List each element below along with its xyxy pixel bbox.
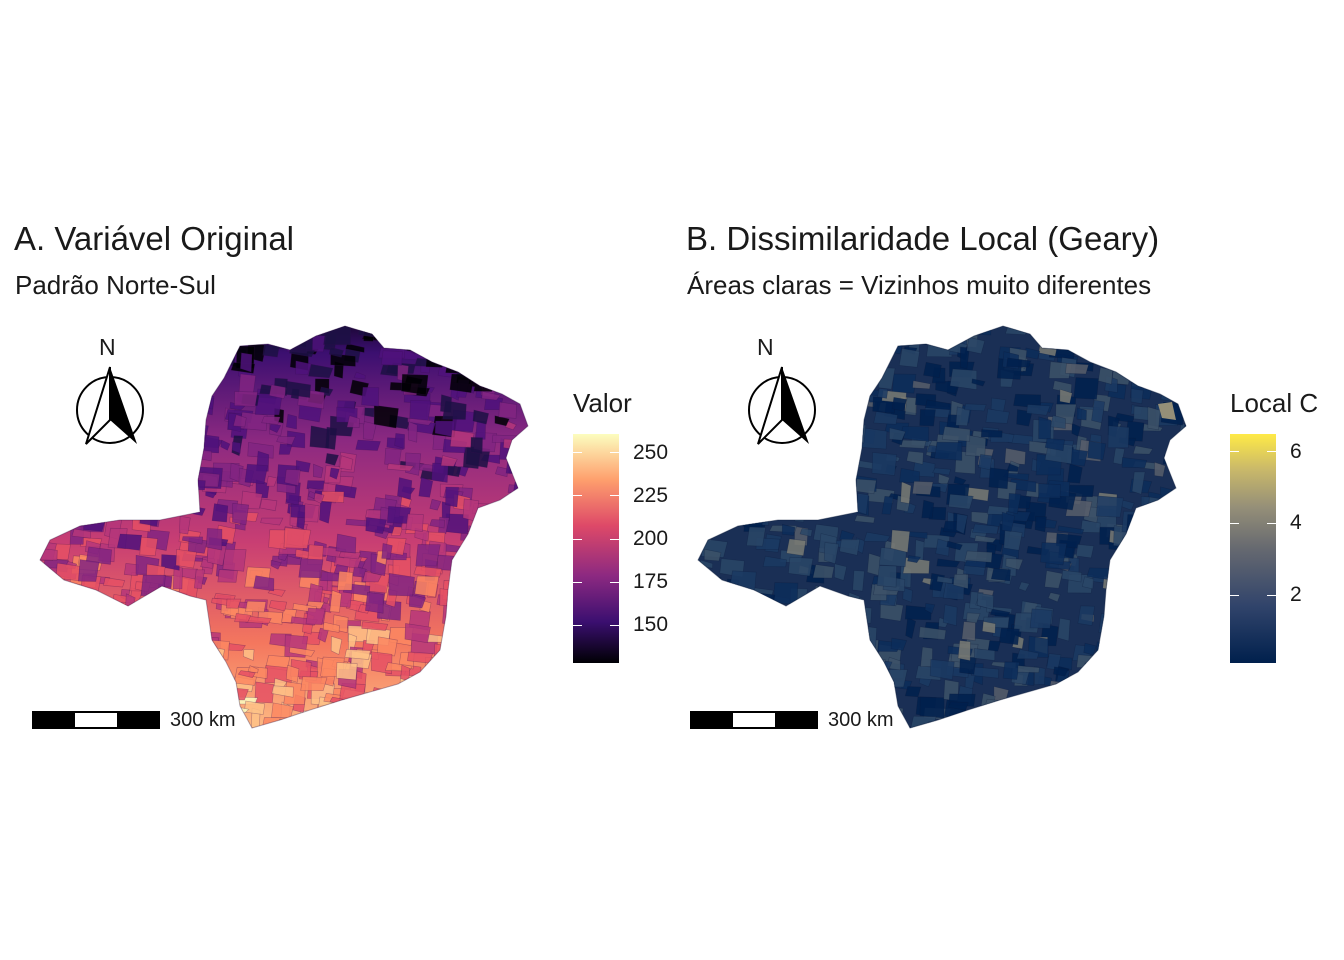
panel-title: A. Variável Original — [14, 220, 295, 257]
panel-subtitle: Padrão Norte-Sul — [15, 270, 216, 300]
north-label: N — [757, 334, 774, 360]
north-label: N — [99, 334, 116, 360]
scale-bar-label: 300 km — [170, 709, 236, 731]
legend-tick-label: 175 — [633, 570, 669, 594]
legend-tick-mark — [1230, 522, 1239, 524]
legend-tick-label: 200 — [633, 527, 669, 551]
legend-tick-mark — [1267, 594, 1276, 596]
legend-tick-mark — [1230, 451, 1239, 453]
legend-tick-label: 2 — [1290, 583, 1302, 607]
legend-tick-mark — [573, 452, 582, 454]
panel-subtitle: Áreas claras = Vizinhos muito diferentes — [687, 270, 1152, 300]
panel-title: B. Dissimilaridade Local (Geary) — [686, 220, 1160, 257]
legend-tick-label: 250 — [633, 440, 669, 464]
scale-bar — [690, 711, 818, 729]
north-arrow-icon — [748, 366, 816, 445]
choropleth-map-original — [32, 325, 529, 729]
legend-tick-mark — [610, 495, 619, 497]
legend-tick-mark — [573, 581, 582, 583]
legend-tick-mark — [610, 581, 619, 583]
legend-tick-mark — [610, 624, 619, 626]
legend-tick-mark — [573, 624, 582, 626]
legend-tick-label: 225 — [633, 483, 669, 507]
legend-tick-mark — [610, 452, 619, 454]
legend-tick-label: 6 — [1290, 439, 1302, 463]
municipality-polygons — [698, 326, 1186, 728]
legend-tick-mark — [1267, 451, 1276, 453]
municipality-polygons — [40, 326, 528, 728]
choropleth-map-geary — [690, 325, 1187, 729]
legend-tick-mark — [573, 495, 582, 497]
legend-tick-label: 4 — [1290, 511, 1302, 535]
panel-original-variable: A. Variável Original Padrão Norte-Sul — [14, 220, 669, 731]
north-arrow-icon — [76, 366, 144, 445]
panel-local-geary: B. Dissimilaridade Local (Geary) Áreas c… — [672, 0, 1344, 960]
legend-tick-label: 150 — [633, 613, 669, 637]
legend-tick-mark — [573, 538, 582, 540]
legend-colorbar — [573, 434, 619, 663]
legend-title: Valor — [573, 388, 632, 418]
scale-bar — [32, 711, 160, 729]
legend-tick-mark — [1267, 522, 1276, 524]
legend-title: Local C — [1230, 388, 1319, 418]
legend-colorbar — [1230, 434, 1276, 663]
scale-bar-label: 300 km — [828, 709, 894, 731]
legend-tick-mark — [1230, 594, 1239, 596]
legend-tick-mark — [610, 538, 619, 540]
